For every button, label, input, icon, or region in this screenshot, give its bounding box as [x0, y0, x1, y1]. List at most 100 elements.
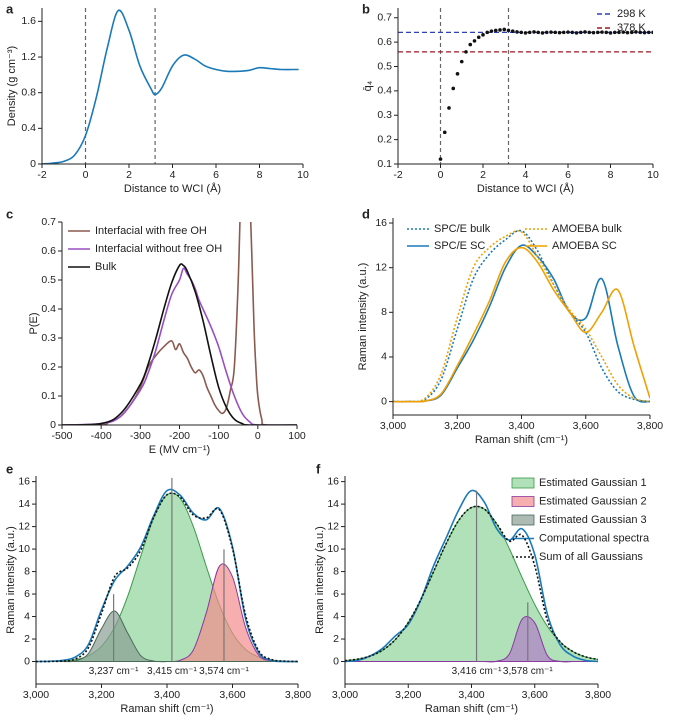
point: [485, 30, 490, 35]
point: [451, 86, 456, 91]
y-tick-label: 0: [333, 655, 339, 667]
point: [634, 30, 638, 34]
y-tick-label: 0: [50, 419, 56, 431]
point: [549, 30, 553, 34]
point: [553, 30, 558, 35]
y-tick-label: 16: [18, 475, 30, 487]
y-tick-label: 0.4: [21, 122, 36, 134]
peak-label: 3,237 cm⁻¹: [89, 666, 139, 677]
plot-area: [36, 488, 298, 663]
y-tick-label: 0: [30, 158, 36, 170]
y-axis-label: q̄₄: [362, 80, 374, 91]
x-axis-label: Raman shift (cm⁻¹): [425, 703, 518, 715]
y-tick-label: 6: [24, 588, 30, 600]
line: [393, 246, 650, 403]
y-tick-label: 0.8: [21, 86, 36, 98]
point: [651, 30, 653, 35]
point: [561, 30, 566, 35]
point: [544, 30, 549, 35]
line: [42, 9, 299, 164]
area: [345, 616, 598, 663]
x-tick-label: 3,400: [458, 689, 484, 701]
legend-label: AMOEBA SC: [552, 240, 617, 252]
y-tick-label: 0.6: [41, 245, 56, 257]
y-axis-label: Raman intensity (a.u.): [357, 263, 369, 371]
area: [345, 505, 598, 663]
area: [36, 492, 298, 663]
x-tick-label: 8: [257, 169, 263, 181]
legend-swatch: [511, 514, 535, 526]
point: [459, 59, 464, 64]
plot-area: [42, 8, 299, 164]
y-axis-label: Density (g cm⁻³): [6, 46, 18, 126]
y-tick-label: 0.4: [377, 85, 392, 97]
point: [570, 30, 575, 35]
y-tick-label: 14: [18, 498, 30, 510]
x-tick-label: 2: [480, 169, 486, 181]
legend-label: Interfacial without free OH: [95, 243, 222, 255]
x-tick-label: 3,000: [332, 689, 358, 701]
x-tick-label: 6: [565, 169, 571, 181]
x-tick-label: 3,200: [444, 420, 470, 432]
x-tick-label: 10: [297, 169, 309, 181]
line: [393, 230, 650, 403]
point: [540, 31, 545, 35]
line: [393, 244, 650, 403]
y-tick-label: 0.2: [41, 361, 56, 373]
line: [62, 263, 297, 425]
point: [617, 30, 621, 35]
point: [527, 30, 532, 35]
x-tick-label: 6: [213, 169, 219, 181]
point: [566, 30, 570, 34]
point: [612, 30, 617, 35]
legend-swatch: [511, 477, 535, 489]
y-tick-label: 0.5: [377, 60, 392, 72]
y-tick-label: 0.3: [41, 332, 56, 344]
point: [523, 31, 528, 35]
x-tick-label: 100: [288, 430, 306, 442]
legend-label: Estimated Gaussian 3: [539, 514, 647, 526]
x-tick-label: 0: [255, 430, 261, 442]
point: [472, 39, 477, 43]
peak-label: 3,578 cm⁻¹: [503, 666, 553, 677]
panel-letter: b: [362, 1, 370, 16]
x-tick-label: 3,200: [88, 689, 114, 701]
legend-label: Bulk: [95, 261, 117, 273]
plot-area: [398, 8, 653, 164]
legend-label: Estimated Gaussian 1: [539, 477, 647, 489]
legend-label: Estimated Gaussian 2: [539, 495, 647, 507]
y-tick-label: 10: [327, 543, 339, 555]
y-tick-label: 16: [327, 475, 339, 487]
line: [62, 267, 297, 425]
y-tick-label: 1.2: [21, 51, 36, 63]
point: [574, 31, 579, 35]
point: [591, 30, 596, 35]
y-tick-label: 0: [24, 655, 30, 667]
x-tick-label: 8: [608, 169, 614, 181]
x-tick-label: 10: [647, 169, 659, 181]
plot-area: [62, 222, 297, 425]
point: [578, 30, 583, 35]
y-tick-label: 0.3: [377, 109, 392, 121]
point: [621, 30, 626, 34]
y-tick-label: 12: [18, 520, 30, 532]
point: [646, 30, 651, 35]
point: [642, 30, 647, 35]
x-tick-label: -2: [37, 169, 46, 181]
y-tick-label: 0: [381, 395, 387, 407]
peak-label: 3,416 cm⁻¹: [452, 666, 502, 677]
point: [455, 72, 460, 76]
point: [638, 30, 643, 35]
point: [557, 30, 562, 35]
x-tick-label: 2: [126, 169, 132, 181]
x-tick-label: -200: [169, 430, 190, 442]
x-tick-label: 3,600: [219, 689, 245, 701]
line: [36, 492, 298, 663]
point: [595, 30, 600, 35]
y-tick-label: 1.6: [21, 15, 36, 27]
point: [536, 30, 541, 35]
y-tick-label: 0.7: [377, 12, 392, 24]
x-axis-label: Raman shift (cm⁻¹): [120, 703, 213, 715]
point: [438, 157, 443, 161]
point: [604, 30, 609, 35]
